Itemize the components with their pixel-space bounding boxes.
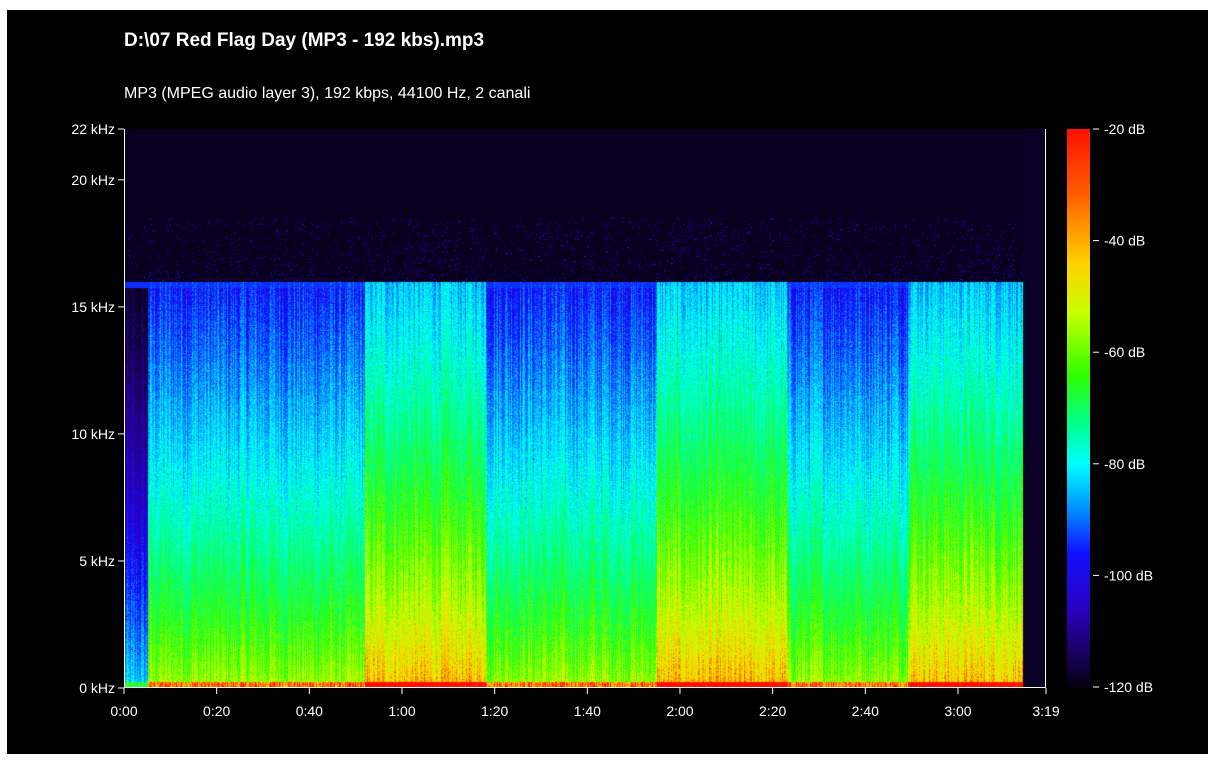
x-tick-label: 0:00 xyxy=(110,703,137,719)
spectrogram-plot xyxy=(124,129,1046,688)
x-tick-label: 1:40 xyxy=(574,703,601,719)
y-tick-label: 0 kHz xyxy=(79,680,115,696)
x-tick-label: 1:00 xyxy=(388,703,415,719)
x-tick-label: 0:20 xyxy=(203,703,230,719)
colorbar-tick-label: -20 dB xyxy=(1104,121,1145,137)
colorbar-tick-label: -80 dB xyxy=(1104,456,1145,472)
x-axis: 0:00 0:20 0:40 1:00 1:20 1:40 2:00 2:20 2:40 3:00… xyxy=(110,688,1060,719)
y-tick-label: 15 kHz xyxy=(71,299,115,315)
x-tick-label: 2:20 xyxy=(759,703,786,719)
colorbar-tick-label: -40 dB xyxy=(1104,233,1145,249)
y-tick-label: 5 kHz xyxy=(79,553,115,569)
spectrogram-image xyxy=(124,129,1046,688)
y-tick-label: 10 kHz xyxy=(71,426,115,442)
x-tick-label: 3:00 xyxy=(944,703,971,719)
y-tick-label: 22 kHz xyxy=(71,121,115,137)
colorbar xyxy=(1067,129,1090,687)
format-info: MP3 (MPEG audio layer 3), 192 kbps, 4410… xyxy=(124,85,531,102)
colorbar-tick-label: -100 dB xyxy=(1104,567,1153,583)
colorbar-tick-label: -60 dB xyxy=(1104,344,1145,360)
colorbar-axis: -20 dB -40 dB -60 dB -80 dB -100 dB -120 dB xyxy=(1093,121,1153,695)
x-tick-label: 1:20 xyxy=(481,703,508,719)
y-axis: 0 kHz 5 kHz 10 kHz 15 kHz 20 kHz 22 kHz xyxy=(71,121,124,696)
x-tick-label: 2:40 xyxy=(852,703,879,719)
colorbar-tick-label: -120 dB xyxy=(1104,679,1153,695)
x-tick-label: 0:40 xyxy=(296,703,323,719)
x-tick-label: 3:19 xyxy=(1032,703,1059,719)
file-title: D:\07 Red Flag Day (MP3 - 192 kbs).mp3 xyxy=(124,30,485,51)
y-tick-label: 20 kHz xyxy=(71,172,115,188)
x-tick-label: 2:00 xyxy=(666,703,693,719)
